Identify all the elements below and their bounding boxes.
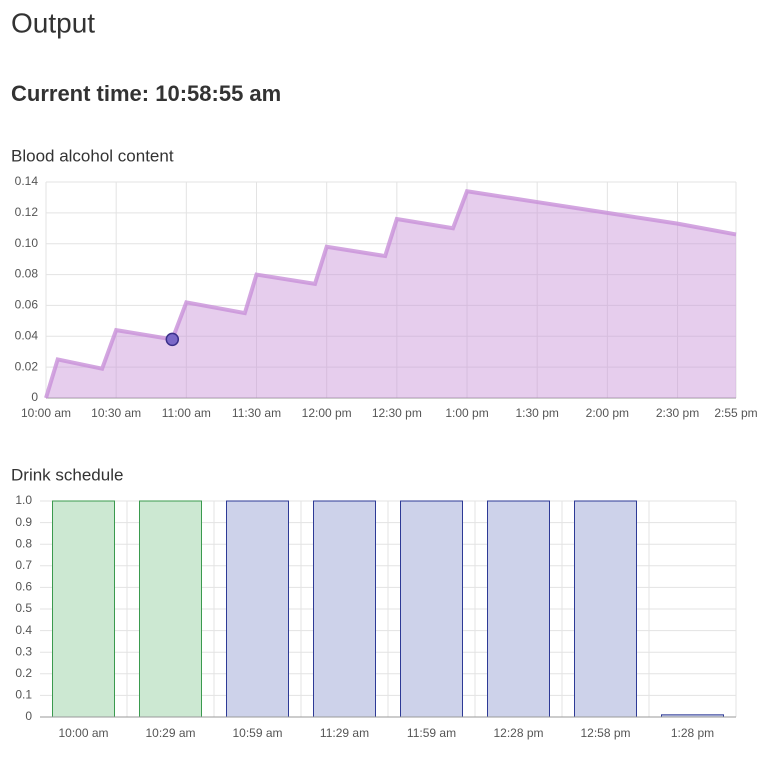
bar	[313, 500, 376, 718]
bar	[226, 500, 289, 718]
y-tick-label: 0.10	[15, 236, 39, 250]
x-tick-label: 11:59 am	[407, 726, 456, 740]
bar	[52, 500, 115, 718]
x-tick-label: 12:00 pm	[302, 406, 352, 420]
line	[44, 189, 737, 399]
y-tick-label: 0.06	[15, 298, 39, 312]
page-title: Output	[11, 7, 95, 38]
bar	[574, 500, 637, 718]
x-tick-label: 1:28 pm	[671, 726, 714, 740]
x-tick-label: 10:29 am	[145, 726, 195, 740]
x-tick-label: 12:30 pm	[372, 406, 422, 420]
y-tick-label: 0.8	[15, 536, 32, 550]
x-tick-label: 11:30 am	[232, 406, 281, 420]
y-tick-label: 0.02	[15, 359, 39, 373]
y-tick-label: 0.04	[15, 328, 39, 342]
y-tick-label: 0	[25, 709, 32, 723]
y-tick-label: 0.14	[15, 174, 39, 188]
x-tick-label: 10:59 am	[232, 726, 282, 740]
bar	[400, 500, 463, 718]
x-tick-label: 2:00 pm	[586, 406, 629, 420]
current-time: Current time: 10:58:55 am	[11, 81, 281, 106]
x-tick-label: 10:00 am	[58, 726, 108, 740]
chart-title: Blood alcohol content	[11, 146, 174, 165]
y-tick-label: 0.2	[15, 666, 32, 680]
x-tick-label: 11:29 am	[320, 726, 369, 740]
y-tick-label: 0.4	[15, 623, 32, 637]
x-tick-label: 1:00 pm	[445, 406, 488, 420]
x-tick-label: 2:55 pm	[714, 406, 757, 420]
y-tick-label: 1.0	[15, 493, 32, 507]
chart-title: Drink schedule	[11, 465, 123, 484]
bar	[487, 500, 550, 718]
y-tick-label: 0.6	[15, 580, 32, 594]
x-tick-label: 10:00 am	[21, 406, 71, 420]
bar	[139, 500, 202, 718]
y-tick-label: 0.9	[15, 515, 32, 529]
y-tick-label: 0.7	[15, 558, 32, 572]
y-tick-label: 0.08	[15, 267, 39, 281]
y-tick-label: 0.5	[15, 601, 32, 615]
x-tick-label: 2:30 pm	[656, 406, 699, 420]
current-point	[165, 332, 180, 347]
y-tick-label: 0.12	[15, 205, 39, 219]
y-tick-label: 0	[31, 390, 38, 404]
x-tick-label: 12:28 pm	[493, 726, 543, 740]
y-tick-label: 0.1	[15, 688, 32, 702]
y-tick-label: 0.3	[15, 644, 32, 658]
x-tick-label: 1:30 pm	[516, 406, 559, 420]
x-tick-label: 10:30 am	[91, 406, 141, 420]
x-tick-label: 11:00 am	[162, 406, 211, 420]
area	[46, 191, 736, 398]
x-tick-label: 12:58 pm	[580, 726, 630, 740]
